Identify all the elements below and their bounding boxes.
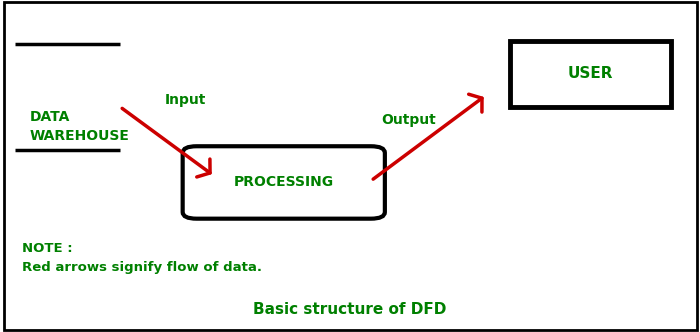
Text: Input: Input bbox=[165, 93, 206, 107]
FancyBboxPatch shape bbox=[510, 41, 671, 107]
Text: Output: Output bbox=[382, 113, 436, 127]
Text: USER: USER bbox=[568, 66, 613, 81]
Text: NOTE :
Red arrows signify flow of data.: NOTE : Red arrows signify flow of data. bbox=[22, 242, 262, 274]
Text: Basic structure of DFD: Basic structure of DFD bbox=[253, 302, 447, 317]
Text: DATA
WAREHOUSE: DATA WAREHOUSE bbox=[29, 110, 130, 143]
Text: PROCESSING: PROCESSING bbox=[234, 175, 334, 190]
FancyBboxPatch shape bbox=[183, 146, 385, 219]
